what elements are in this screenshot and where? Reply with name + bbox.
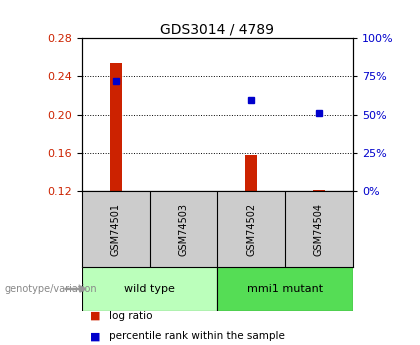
Text: ■: ■ [90, 332, 101, 341]
Text: percentile rank within the sample: percentile rank within the sample [109, 332, 285, 341]
Text: mmi1 mutant: mmi1 mutant [247, 284, 323, 294]
Text: genotype/variation: genotype/variation [4, 284, 97, 294]
Bar [110, 63, 122, 191]
Bar [245, 155, 257, 191]
Text: log ratio: log ratio [109, 311, 153, 321]
Text: wild type: wild type [124, 284, 175, 294]
Bar [82, 267, 218, 310]
Text: GSM74501: GSM74501 [111, 203, 121, 256]
Bar [313, 189, 325, 191]
Bar [218, 267, 353, 310]
Text: GSM74502: GSM74502 [246, 203, 256, 256]
Text: GSM74504: GSM74504 [314, 203, 324, 256]
Text: GSM74503: GSM74503 [178, 203, 189, 256]
Title: GDS3014 / 4789: GDS3014 / 4789 [160, 23, 274, 37]
Text: ■: ■ [90, 311, 101, 321]
